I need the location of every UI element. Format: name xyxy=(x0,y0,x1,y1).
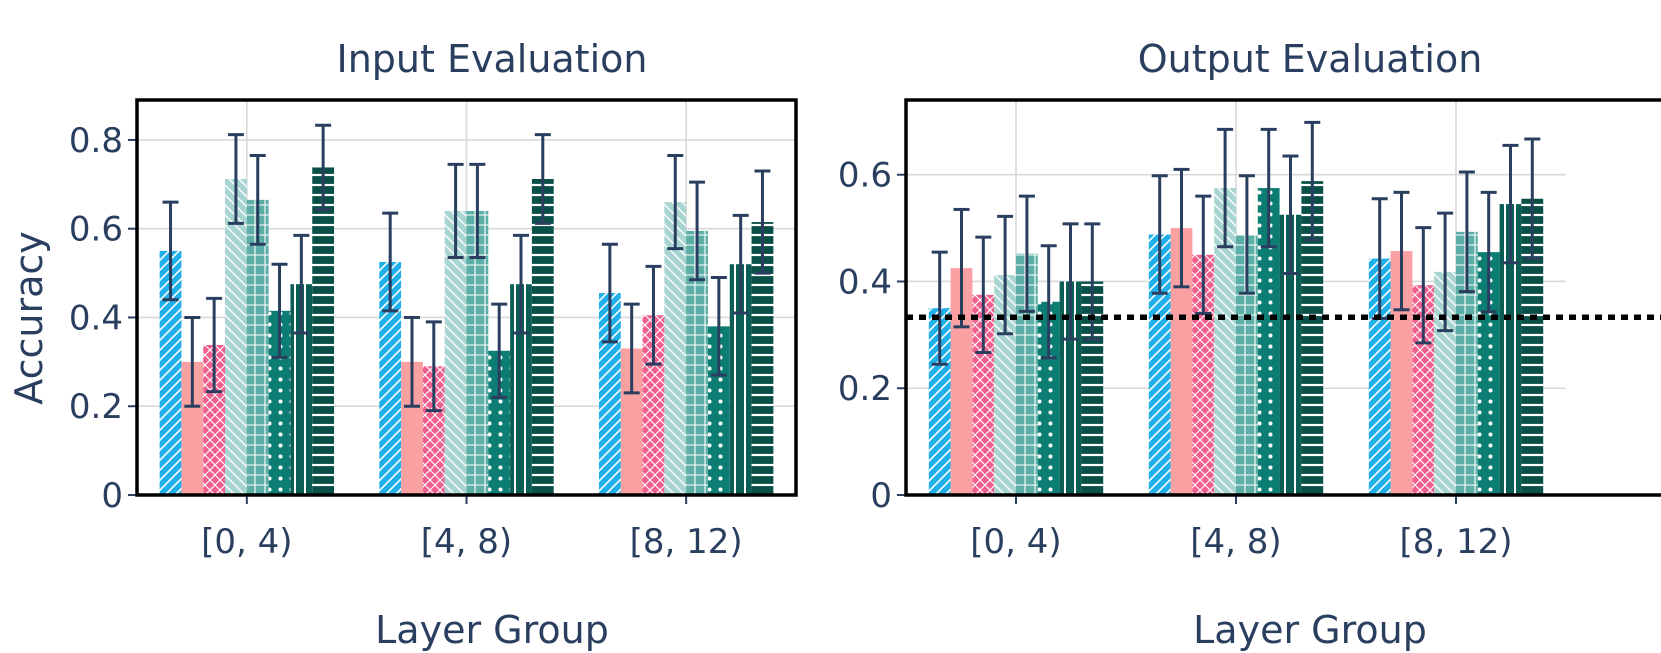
bar-series-1 xyxy=(1148,234,1171,495)
y-axis-label: Accuracy xyxy=(7,231,51,405)
y-tick-label: 0.4 xyxy=(69,298,123,338)
bar-series-7 xyxy=(1499,204,1522,495)
x-tick-label: [0, 4) xyxy=(201,522,292,562)
error-bars xyxy=(162,123,771,413)
bar-series-7 xyxy=(1059,281,1082,495)
bar-series-7 xyxy=(290,284,313,495)
x-tick-label: [4, 8) xyxy=(421,522,512,562)
bar-series-2 xyxy=(401,361,423,495)
y-tick-label: 0.6 xyxy=(838,156,892,196)
plot-frame xyxy=(904,98,1661,497)
bar-series-6 xyxy=(488,350,511,495)
bar-series-8 xyxy=(1521,198,1544,495)
bar-series-4 xyxy=(444,210,467,495)
bar-series-4 xyxy=(1214,188,1236,495)
bar-series-7 xyxy=(1279,214,1302,495)
bar-series-1 xyxy=(928,308,951,495)
bar-series-5 xyxy=(1456,231,1478,495)
y-tick-label: 0.8 xyxy=(69,121,123,161)
bar-series-3 xyxy=(642,315,665,495)
x-tick-label: [4, 8) xyxy=(1190,522,1281,562)
bar-series-4 xyxy=(1434,271,1456,495)
y-tick-label: 0 xyxy=(870,476,892,516)
bar-series-5 xyxy=(1016,253,1038,495)
x-tick-label: [8, 12) xyxy=(630,522,743,562)
bar-series-5 xyxy=(466,210,489,495)
bar-series-2 xyxy=(181,361,204,495)
bar-series-5 xyxy=(246,199,269,495)
bar-series-1 xyxy=(379,261,402,495)
bars xyxy=(928,181,1544,495)
y-tick-label: 0 xyxy=(101,476,123,516)
bar-series-8 xyxy=(1081,281,1104,495)
bar-series-2 xyxy=(950,268,973,495)
bar-series-3 xyxy=(203,344,226,495)
bar-series-7 xyxy=(510,284,532,495)
bar-series-8 xyxy=(312,167,335,495)
input-evaluation-chart: Input Evaluation Layer Group Accuracy 0 0… xyxy=(7,37,798,652)
y-tick-label: 0.4 xyxy=(838,262,892,302)
chart-title: Input Evaluation xyxy=(337,37,648,81)
bar-series-7 xyxy=(729,264,752,495)
output-evaluation-chart: Output Evaluation Layer Group 0 0.2 0.4 0.6… xyxy=(838,37,1661,652)
bar-series-5 xyxy=(686,230,708,495)
bar-series-3 xyxy=(972,294,995,495)
bar-series-1 xyxy=(598,293,621,495)
bar-series-4 xyxy=(664,202,687,495)
bar-series-8 xyxy=(751,222,774,495)
x-tick-label: [0, 4) xyxy=(970,522,1061,562)
bar-series-4 xyxy=(994,275,1016,495)
bar-series-8 xyxy=(1301,181,1324,495)
bar-series-6 xyxy=(707,326,730,495)
bar-series-1 xyxy=(159,250,182,495)
bar-series-2 xyxy=(1170,228,1193,495)
bar-series-8 xyxy=(531,179,554,495)
y-tick-label: 0.6 xyxy=(69,210,123,250)
bar-series-4 xyxy=(225,179,247,495)
bar-series-2 xyxy=(1390,251,1413,495)
x-axis-label: Layer Group xyxy=(375,608,609,652)
x-axis-label: Layer Group xyxy=(1193,608,1427,652)
bar-series-3 xyxy=(1412,285,1435,495)
bar-series-5 xyxy=(1236,234,1258,495)
bars xyxy=(159,167,774,495)
bar-series-6 xyxy=(1257,188,1280,495)
y-tick-label: 0.2 xyxy=(69,387,123,427)
plot-frame xyxy=(135,98,798,497)
bar-series-6 xyxy=(1037,301,1060,495)
y-tick-label: 0.2 xyxy=(838,369,892,409)
bar-series-2 xyxy=(620,348,643,495)
bar-series-3 xyxy=(422,366,445,495)
x-tick-label: [8, 12) xyxy=(1399,522,1512,562)
chart-title: Output Evaluation xyxy=(1138,37,1483,81)
